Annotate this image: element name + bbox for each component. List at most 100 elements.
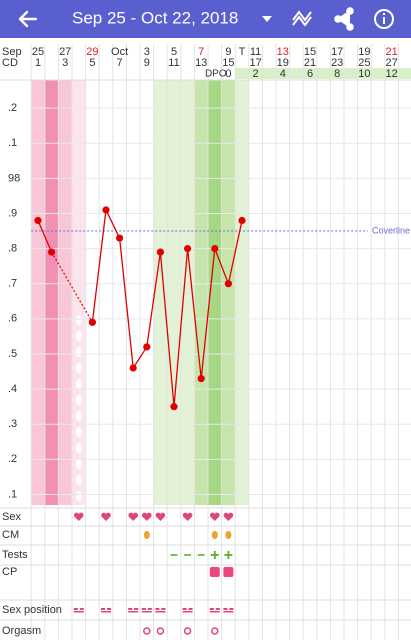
temperature-point: [102, 206, 110, 214]
position-icon: [209, 608, 220, 613]
date-label: 21: [385, 46, 397, 58]
drop-pattern: [75, 459, 82, 469]
dropdown[interactable]: [262, 16, 272, 22]
day-shade: [44, 80, 59, 505]
y-tick-label: .1: [8, 137, 17, 149]
drop-pattern: [75, 379, 82, 389]
row-label: Sex position: [2, 604, 62, 616]
position-icon: [128, 608, 139, 613]
cycle-day: 19: [277, 57, 289, 69]
y-tick-label: 98: [8, 172, 20, 184]
drop-pattern: [75, 411, 82, 421]
drop-pattern: [75, 443, 82, 453]
back-button[interactable]: [18, 10, 38, 28]
drop-pattern: [75, 475, 82, 485]
y-tick-label: .2: [8, 102, 17, 114]
temperature-point: [156, 248, 164, 256]
date-label: 15: [304, 46, 316, 58]
cycle-day: 23: [331, 57, 343, 69]
sex-icon: [209, 512, 220, 521]
cycle-day: 11: [168, 57, 179, 69]
temperature-point: [184, 244, 192, 253]
y-tick-label: .1: [8, 488, 17, 500]
shading: [31, 68, 411, 505]
row-label: CP: [2, 566, 17, 578]
temperature-line: [37, 220, 53, 253]
sex-icon: [141, 512, 152, 521]
row-label: Sep: [2, 46, 22, 58]
row-label: Sex: [2, 511, 21, 523]
date-label: 25: [32, 46, 44, 58]
temperature-point: [211, 244, 219, 253]
cycle-day: 17: [249, 57, 261, 69]
dpo-label: 2: [253, 68, 259, 80]
temperature-line: [91, 207, 243, 407]
sex-icon: [155, 512, 166, 521]
sex-icon: [101, 512, 111, 521]
day-shade: [221, 80, 236, 505]
test-positive: [224, 551, 233, 559]
date-label: 29: [86, 46, 98, 58]
share-button[interactable]: [334, 7, 354, 31]
date-label: 11: [250, 46, 261, 58]
coverline-label: Coverline: [372, 225, 410, 235]
date-label: 5: [171, 46, 177, 58]
sex-icon: [182, 512, 193, 521]
cycle-day: 27: [385, 57, 397, 69]
date-label: 27: [59, 46, 71, 58]
drop-pattern: [75, 347, 82, 357]
cycle-day: 9: [144, 57, 150, 69]
position-icon: [73, 608, 84, 613]
row-label: Orgasm: [2, 625, 41, 637]
y-tick-label: .5: [8, 348, 17, 360]
dpo-band: [235, 68, 411, 79]
cp-icon: [223, 567, 234, 577]
cycle-day: 7: [117, 57, 123, 69]
dpo-label: 4: [280, 68, 286, 80]
cm-icon: [143, 531, 150, 539]
row-label: Tests: [2, 549, 28, 561]
date-label: 7: [198, 46, 204, 58]
chart-toggle[interactable]: [292, 10, 312, 27]
cycle-day: 13: [195, 57, 207, 69]
dpo-label: 12: [385, 68, 397, 80]
temperature-point: [170, 403, 178, 411]
drop-pattern: [75, 331, 82, 341]
title[interactable]: Sep 25 - Oct 22, 2018: [72, 8, 238, 27]
sex-icon: [73, 512, 84, 521]
cycle-day: 21: [304, 57, 316, 69]
cycle-day: 1: [35, 57, 41, 69]
orgasm-icon: [183, 627, 192, 635]
y-tick-label: .2: [8, 453, 17, 465]
temperature-point: [48, 248, 56, 256]
temperature-point: [88, 318, 96, 326]
test-positive: [210, 551, 219, 559]
orgasm-icon: [143, 627, 151, 635]
dpo-label: 8: [334, 68, 340, 80]
dpo-label: 0: [225, 68, 231, 80]
temperature-point: [238, 216, 246, 225]
day-shade: [208, 80, 222, 505]
temperature-point: [129, 364, 137, 372]
y-tick-label: .4: [8, 383, 17, 395]
info-button[interactable]: [374, 9, 394, 29]
drop-pattern: [75, 363, 82, 373]
date-label: Oct: [111, 46, 128, 58]
temperature-point: [116, 234, 124, 242]
cm-icon: [211, 531, 218, 539]
row-label: CD: [2, 57, 18, 69]
temperature-point: [143, 343, 151, 351]
date-label: T: [239, 46, 246, 58]
date-label: 3: [144, 46, 150, 58]
date-label: 17: [331, 46, 343, 58]
cycle-day: 15: [222, 57, 234, 69]
position-icon: [141, 608, 152, 613]
cycle-day: 3: [62, 57, 68, 69]
temperature-point: [224, 280, 232, 288]
cycle-day: 5: [89, 57, 95, 69]
temperature-point: [197, 374, 205, 383]
grid: [0, 44, 411, 640]
position-icon: [155, 608, 166, 613]
day-shade: [58, 80, 72, 505]
position-icon: [101, 608, 111, 613]
